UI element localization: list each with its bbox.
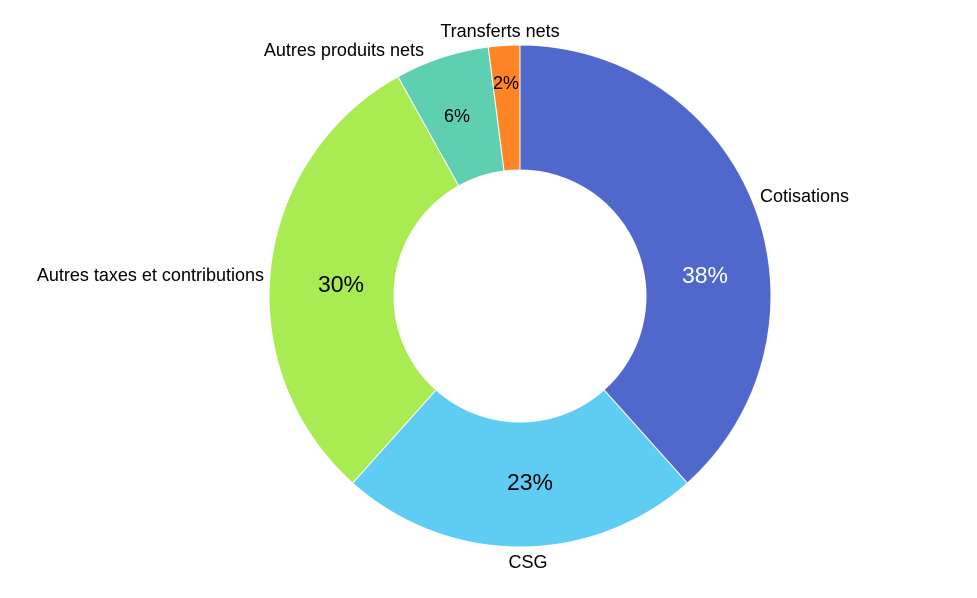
pct-label-autres-produits-nets: 6% xyxy=(444,106,470,126)
slice-csg xyxy=(351,389,689,548)
slice-transferts-nets xyxy=(487,44,521,172)
percentage-labels: 38% 23% 30% 6% 2% xyxy=(318,73,728,495)
donut-slices xyxy=(268,44,772,548)
category-label-transferts-nets: Transferts nets xyxy=(440,21,559,41)
category-label-autres-taxes-et-contributions: Autres taxes et contributions xyxy=(37,265,264,285)
slice-autres-taxes-et-contributions xyxy=(268,75,460,484)
pct-label-transferts-nets: 2% xyxy=(493,73,519,93)
category-label-csg: CSG xyxy=(508,552,547,572)
pct-label-csg: 23% xyxy=(507,469,553,495)
pct-label-autres-taxes-et-contributions: 30% xyxy=(318,271,364,297)
pct-label-cotisations: 38% xyxy=(682,262,728,288)
category-label-autres-produits-nets: Autres produits nets xyxy=(264,40,424,60)
category-labels: Cotisations CSG Autres taxes et contributi… xyxy=(37,21,849,572)
slice-cotisations xyxy=(519,44,772,484)
category-label-cotisations: Cotisations xyxy=(760,186,849,206)
